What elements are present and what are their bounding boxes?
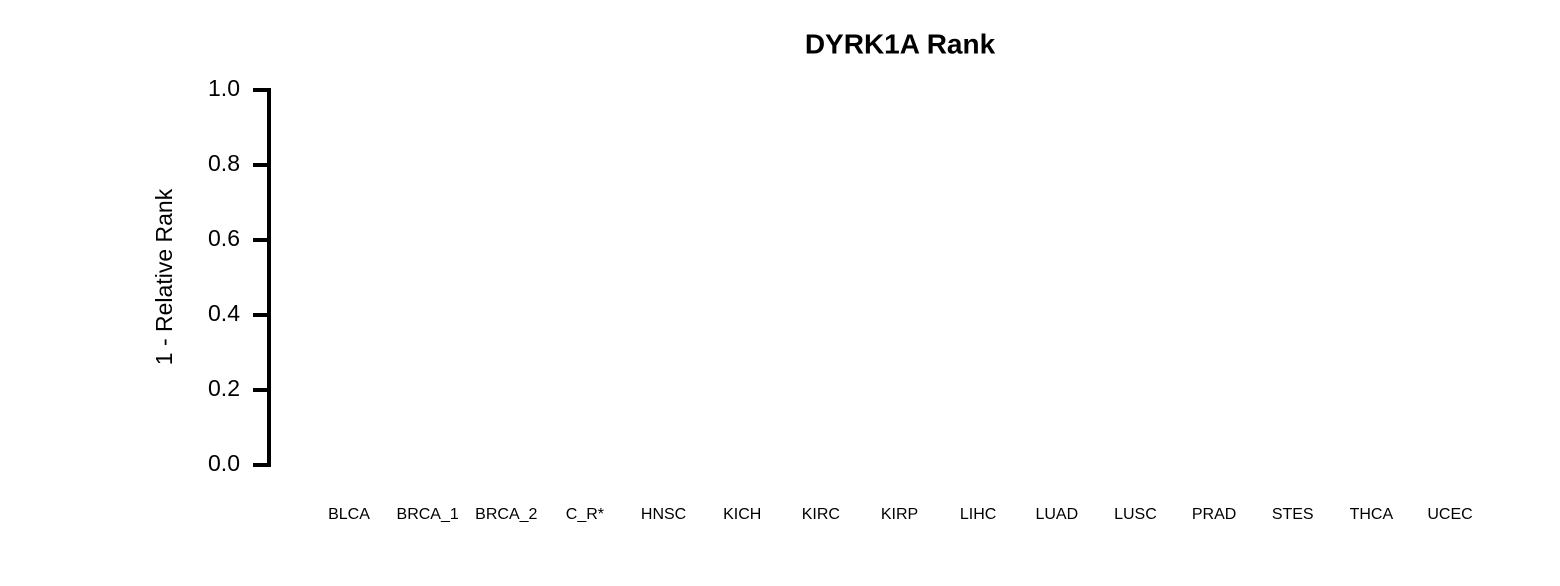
x-tick-label: KIRC	[802, 506, 840, 523]
y-tick-label: 0.4	[208, 300, 240, 326]
x-tick-label: UCEC	[1427, 506, 1472, 523]
x-tick-label: HNSC	[641, 506, 686, 523]
y-tick-label: 0.0	[208, 450, 240, 476]
y-tick-label: 0.8	[208, 150, 240, 176]
y-tick-label: 1.0	[208, 75, 240, 101]
x-tick-label: LUSC	[1114, 506, 1157, 523]
x-tick-label: C_R*	[566, 506, 604, 523]
x-tick-label: THCA	[1350, 506, 1394, 523]
x-tick-label: BRCA_1	[397, 506, 459, 523]
chart-title: DYRK1A Rank	[805, 28, 996, 59]
x-tick-label: LIHC	[960, 506, 996, 523]
x-tick-label: STES	[1272, 506, 1314, 523]
y-tick-label: 0.6	[208, 225, 240, 251]
x-tick-label: KICH	[723, 506, 761, 523]
x-tick-label: PRAD	[1192, 506, 1236, 523]
x-tick-label: KIRP	[881, 506, 918, 523]
x-tick-label: LUAD	[1035, 506, 1078, 523]
y-axis-label: 1 - Relative Rank	[151, 188, 177, 365]
y-tick-label: 0.2	[208, 375, 240, 401]
x-tick-label: BRCA_2	[475, 506, 537, 523]
x-tick-label: BLCA	[328, 506, 370, 523]
